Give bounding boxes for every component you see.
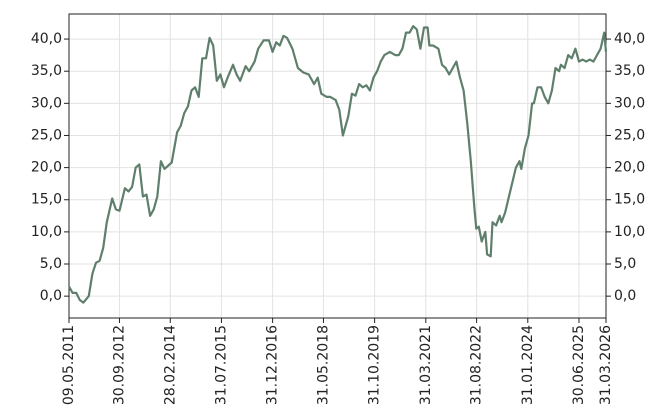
data-line: [68, 25, 608, 304]
x-tick-label: 31.05.2018: [315, 325, 331, 405]
y-tick-label: 35,0: [31, 63, 62, 79]
y-tick-label: 5,0: [40, 256, 62, 272]
x-tick-label: 31.08.2022: [469, 325, 485, 405]
x-tick-label: 31.12.2016: [265, 325, 281, 405]
x-tick-label: 30.09.2012: [111, 325, 127, 405]
y2-tick-label: 30,0: [614, 95, 645, 111]
y-tick-label: 40,0: [31, 31, 62, 47]
x-tick-label: 31.10.2019: [367, 325, 383, 405]
x-tick-label: 28.02.2014: [162, 325, 178, 405]
y-tick-label: 10,0: [31, 224, 62, 240]
x-tick-label: 31.03.2021: [418, 325, 434, 405]
y2-tick-label: 0,0: [614, 288, 636, 304]
y2-tick-label: 20,0: [614, 160, 645, 176]
y2-tick-label: 40,0: [614, 31, 645, 47]
x-tick-label: 30.06.2025: [571, 325, 587, 405]
x-tick-label: 31.01.2024: [520, 325, 536, 405]
y-tick-label: 30,0: [31, 95, 62, 111]
y2-tick-label: 5,0: [614, 256, 636, 272]
y-tick-label: 25,0: [31, 127, 62, 143]
y-tick-label: 20,0: [31, 160, 62, 176]
plot-frame: [68, 13, 607, 319]
y2-tick-label: 10,0: [614, 224, 645, 240]
y2-tick-label: 35,0: [614, 63, 645, 79]
x-tick-label: 31.07.2015: [213, 325, 229, 405]
y-tick-label: 15,0: [31, 192, 62, 208]
x-tick-label: 31.03.2026: [598, 325, 614, 405]
y-tick-label: 0,0: [40, 288, 62, 304]
x-tick-label: 09.05.2011: [61, 325, 77, 405]
y2-tick-label: 25,0: [614, 127, 645, 143]
y2-tick-label: 15,0: [614, 192, 645, 208]
